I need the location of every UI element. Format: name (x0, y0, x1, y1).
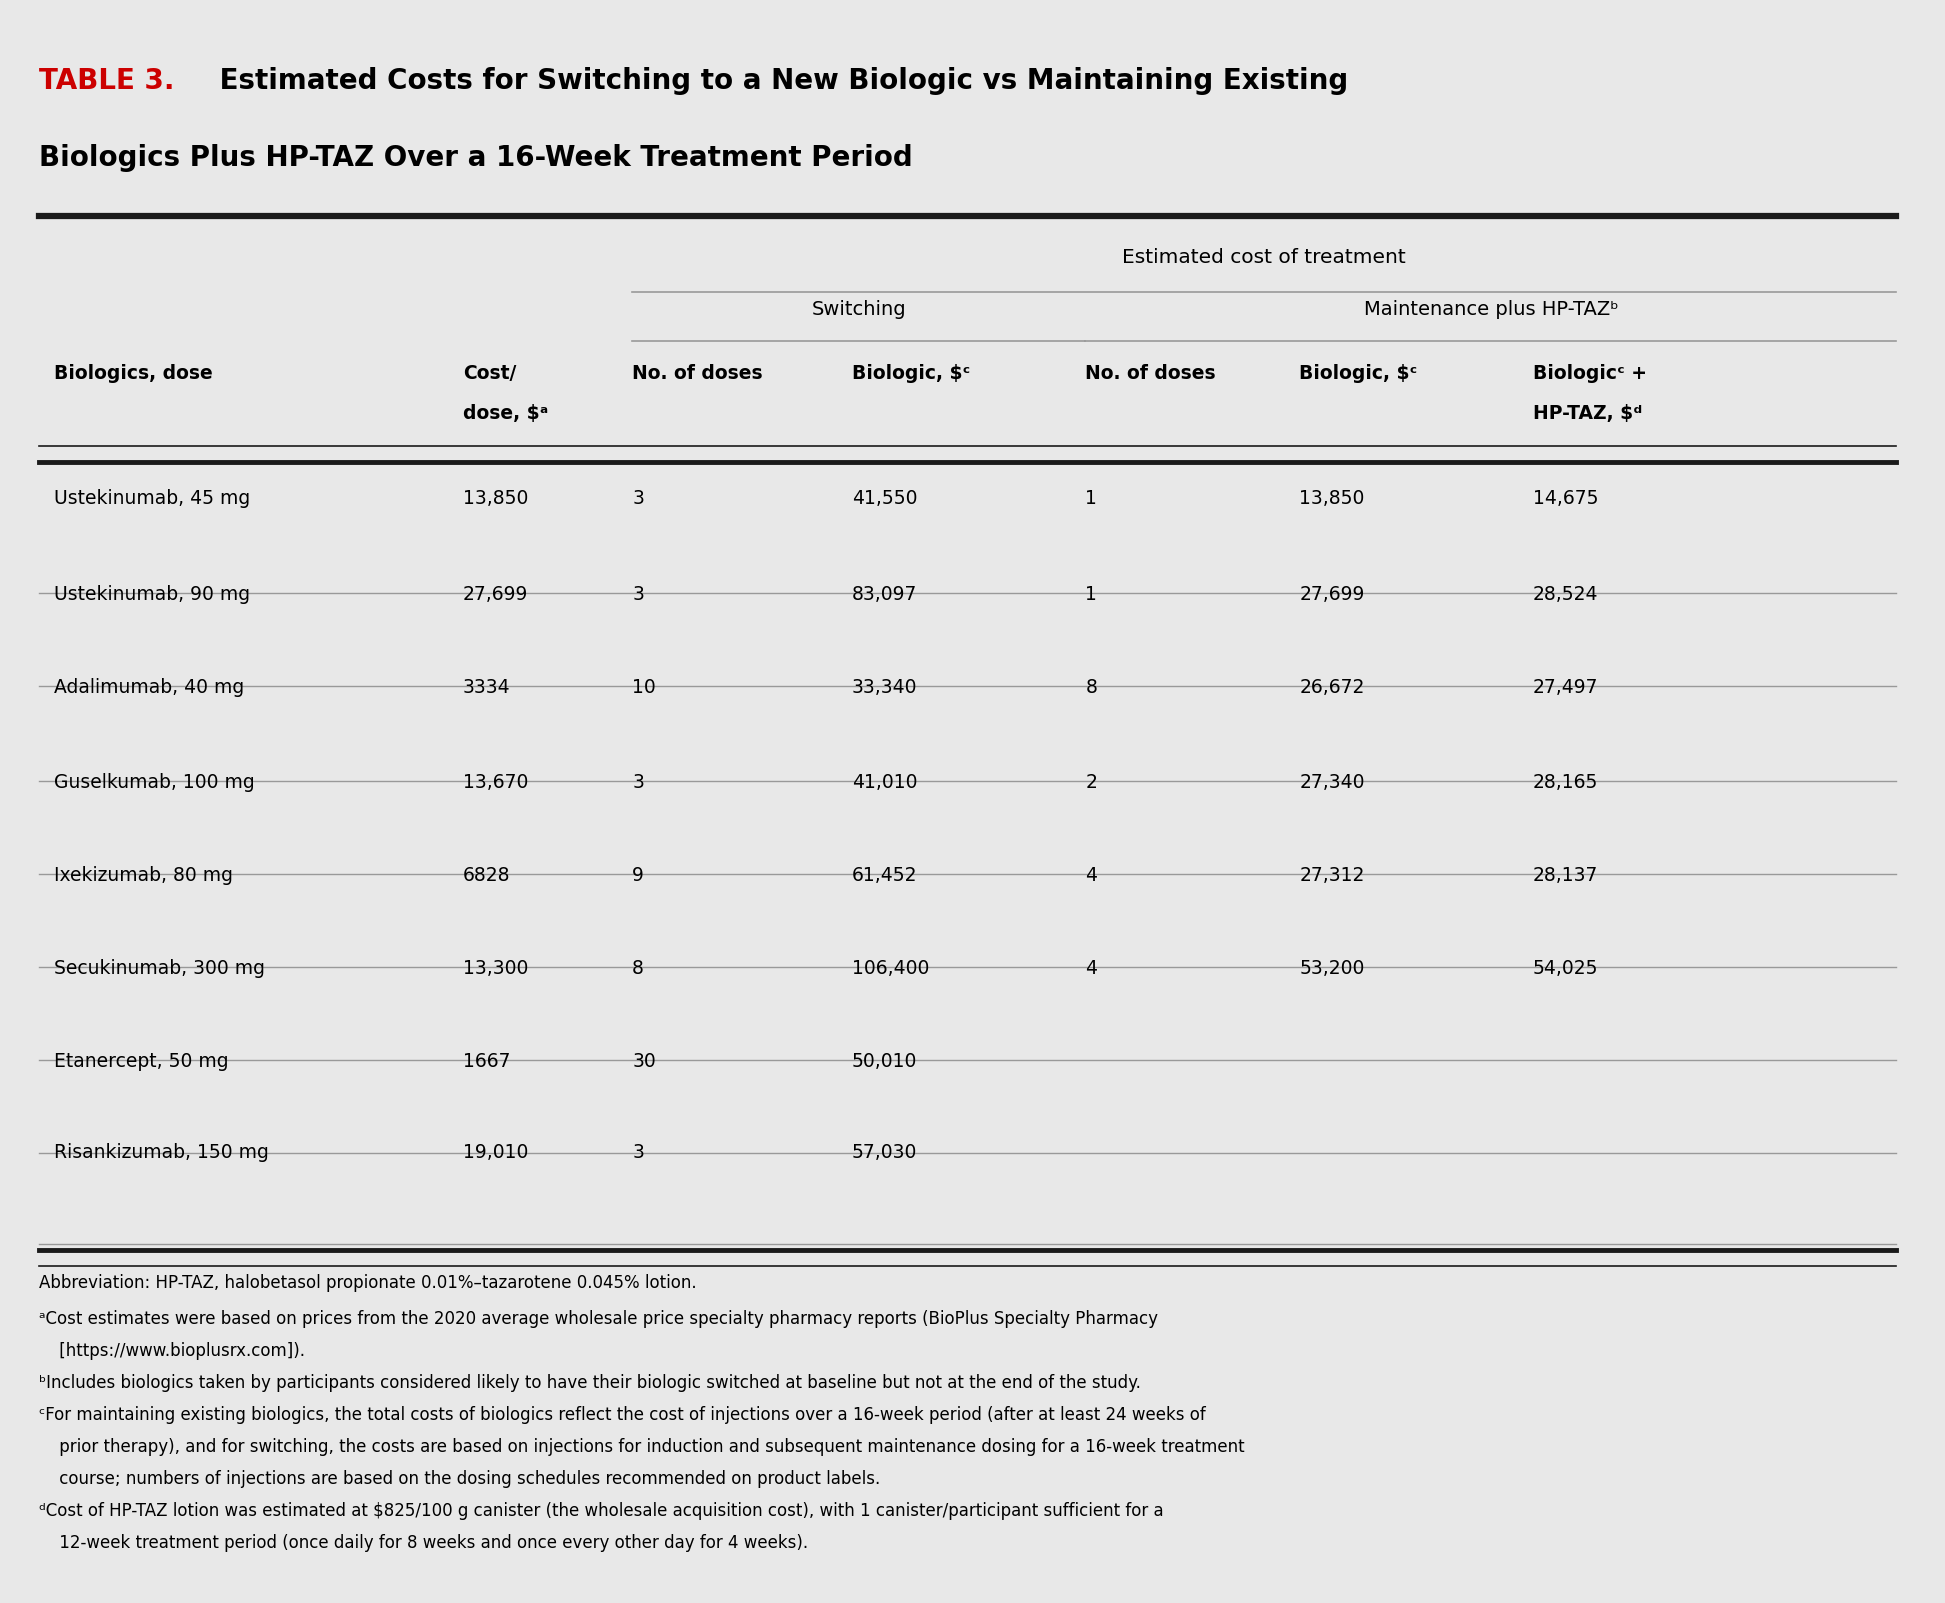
Text: 57,030: 57,030 (852, 1143, 918, 1162)
Text: 27,340: 27,340 (1299, 773, 1365, 792)
Text: ᵈCost of HP-TAZ lotion was estimated at $825/100 g canister (the wholesale acqui: ᵈCost of HP-TAZ lotion was estimated at … (39, 1502, 1163, 1520)
Text: 8: 8 (632, 959, 644, 978)
Text: 28,137: 28,137 (1533, 866, 1599, 885)
Text: Ustekinumab, 90 mg: Ustekinumab, 90 mg (54, 585, 251, 604)
Text: ᶜFor maintaining existing biologics, the total costs of biologics reflect the co: ᶜFor maintaining existing biologics, the… (39, 1406, 1206, 1423)
Text: Etanercept, 50 mg: Etanercept, 50 mg (54, 1052, 230, 1071)
Text: 26,672: 26,672 (1299, 678, 1365, 697)
Text: 4: 4 (1085, 959, 1097, 978)
Text: Abbreviation: HP-TAZ, halobetasol propionate 0.01%–tazarotene 0.045% lotion.: Abbreviation: HP-TAZ, halobetasol propio… (39, 1274, 696, 1292)
Text: 1667: 1667 (463, 1052, 510, 1071)
Text: 61,452: 61,452 (852, 866, 918, 885)
Text: Switching: Switching (811, 300, 906, 319)
Text: 27,699: 27,699 (1299, 585, 1365, 604)
Text: 27,312: 27,312 (1299, 866, 1365, 885)
Text: HP-TAZ, $ᵈ: HP-TAZ, $ᵈ (1533, 404, 1642, 423)
Text: [https://www.bioplusrx.com]).: [https://www.bioplusrx.com]). (54, 1342, 305, 1359)
Text: 13,850: 13,850 (463, 489, 529, 508)
Text: 27,699: 27,699 (463, 585, 529, 604)
Text: 2: 2 (1085, 773, 1097, 792)
Text: 28,165: 28,165 (1533, 773, 1599, 792)
Text: dose, $ᵃ: dose, $ᵃ (463, 404, 548, 423)
Text: 53,200: 53,200 (1299, 959, 1365, 978)
Text: 10: 10 (632, 678, 655, 697)
Text: 41,010: 41,010 (852, 773, 918, 792)
Text: Biologicᶜ +: Biologicᶜ + (1533, 364, 1647, 383)
Text: Biologic, $ᶜ: Biologic, $ᶜ (852, 364, 971, 383)
Text: 13,670: 13,670 (463, 773, 529, 792)
Text: course; numbers of injections are based on the dosing schedules recommended on p: course; numbers of injections are based … (54, 1470, 881, 1488)
Text: 106,400: 106,400 (852, 959, 930, 978)
Text: Guselkumab, 100 mg: Guselkumab, 100 mg (54, 773, 255, 792)
Text: 4: 4 (1085, 866, 1097, 885)
Text: 28,524: 28,524 (1533, 585, 1599, 604)
Text: 27,497: 27,497 (1533, 678, 1599, 697)
Text: Adalimumab, 40 mg: Adalimumab, 40 mg (54, 678, 245, 697)
Text: 3: 3 (632, 773, 644, 792)
Text: No. of doses: No. of doses (1085, 364, 1216, 383)
Text: 3: 3 (632, 1143, 644, 1162)
Text: Estimated cost of treatment: Estimated cost of treatment (1122, 248, 1406, 268)
Text: 1: 1 (1085, 489, 1097, 508)
Text: 14,675: 14,675 (1533, 489, 1599, 508)
Text: prior therapy), and for switching, the costs are based on injections for inducti: prior therapy), and for switching, the c… (54, 1438, 1245, 1456)
Text: 13,300: 13,300 (463, 959, 529, 978)
Text: Biologics, dose: Biologics, dose (54, 364, 214, 383)
Text: 3: 3 (632, 489, 644, 508)
Text: 12-week treatment period (once daily for 8 weeks and once every other day for 4 : 12-week treatment period (once daily for… (54, 1534, 809, 1552)
Text: TABLE 3.: TABLE 3. (39, 67, 175, 95)
Text: 54,025: 54,025 (1533, 959, 1599, 978)
Text: ᵃCost estimates were based on prices from the 2020 average wholesale price speci: ᵃCost estimates were based on prices fro… (39, 1310, 1157, 1327)
Text: 41,550: 41,550 (852, 489, 918, 508)
Text: 6828: 6828 (463, 866, 510, 885)
Text: 3334: 3334 (463, 678, 510, 697)
Text: 33,340: 33,340 (852, 678, 918, 697)
Text: 83,097: 83,097 (852, 585, 918, 604)
Text: Secukinumab, 300 mg: Secukinumab, 300 mg (54, 959, 265, 978)
Text: 9: 9 (632, 866, 644, 885)
Text: 1: 1 (1085, 585, 1097, 604)
Text: Cost/: Cost/ (463, 364, 515, 383)
Text: Biologic, $ᶜ: Biologic, $ᶜ (1299, 364, 1418, 383)
Text: No. of doses: No. of doses (632, 364, 762, 383)
Text: Estimated Costs for Switching to a New Biologic vs Maintaining Existing: Estimated Costs for Switching to a New B… (210, 67, 1348, 95)
Text: 30: 30 (632, 1052, 655, 1071)
Text: 19,010: 19,010 (463, 1143, 529, 1162)
Text: 3: 3 (632, 585, 644, 604)
Text: 8: 8 (1085, 678, 1097, 697)
Text: Ustekinumab, 45 mg: Ustekinumab, 45 mg (54, 489, 251, 508)
Text: Maintenance plus HP-TAZᵇ: Maintenance plus HP-TAZᵇ (1363, 300, 1618, 319)
Text: 13,850: 13,850 (1299, 489, 1365, 508)
Text: Ixekizumab, 80 mg: Ixekizumab, 80 mg (54, 866, 233, 885)
Text: ᵇIncludes biologics taken by participants considered likely to have their biolog: ᵇIncludes biologics taken by participant… (39, 1374, 1142, 1391)
Text: Biologics Plus HP-TAZ Over a 16-Week Treatment Period: Biologics Plus HP-TAZ Over a 16-Week Tre… (39, 144, 912, 172)
Text: Risankizumab, 150 mg: Risankizumab, 150 mg (54, 1143, 268, 1162)
Text: 50,010: 50,010 (852, 1052, 918, 1071)
